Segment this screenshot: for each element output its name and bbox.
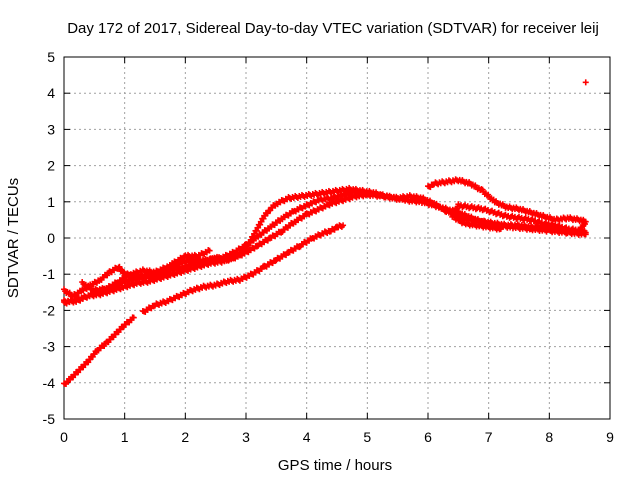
data-point-pass-a [130,314,137,321]
y-tick-label: -1 [43,266,56,282]
chart-title: Day 172 of 2017, Sidereal Day-to-day VTE… [67,20,599,37]
y-tick-label: 5 [47,49,55,65]
data-point-pass-f [340,222,347,229]
x-axis-label: GPS time / hours [278,457,392,474]
y-tick-label: 1 [47,194,55,210]
x-tick-label: 1 [121,429,129,445]
data-point-pass-d [206,247,213,254]
grid [64,57,610,419]
x-tick-label: 4 [303,429,311,445]
x-tick-label: 7 [485,429,493,445]
y-tick-label: -2 [43,302,56,318]
x-tick-label: 0 [60,429,68,445]
data-point-pass-e [582,229,589,236]
x-tick-label: 3 [242,429,250,445]
data-point-outlier [582,79,589,86]
y-axis-label: SDTVAR / TECUs [5,178,22,298]
y-tick-label: -5 [43,411,56,427]
y-tick-label: -4 [43,375,56,391]
data-points [61,79,589,387]
x-tick-label: 5 [363,429,371,445]
y-tick-label: 4 [47,85,55,101]
y-tick-label: 2 [47,158,55,174]
x-tick-label: 2 [181,429,189,445]
x-tick-label: 9 [606,429,614,445]
axis-ticks: 0 1 2 3 4 5 6 7 8 9 -5 -4 -3 -2 -1 0 1 2 3 4 5 [43,49,615,445]
y-tick-label: 0 [47,230,55,246]
y-tick-label: 3 [47,121,55,137]
x-tick-label: 6 [424,429,432,445]
x-tick-label: 8 [545,429,553,445]
y-tick-label: -3 [43,339,56,355]
